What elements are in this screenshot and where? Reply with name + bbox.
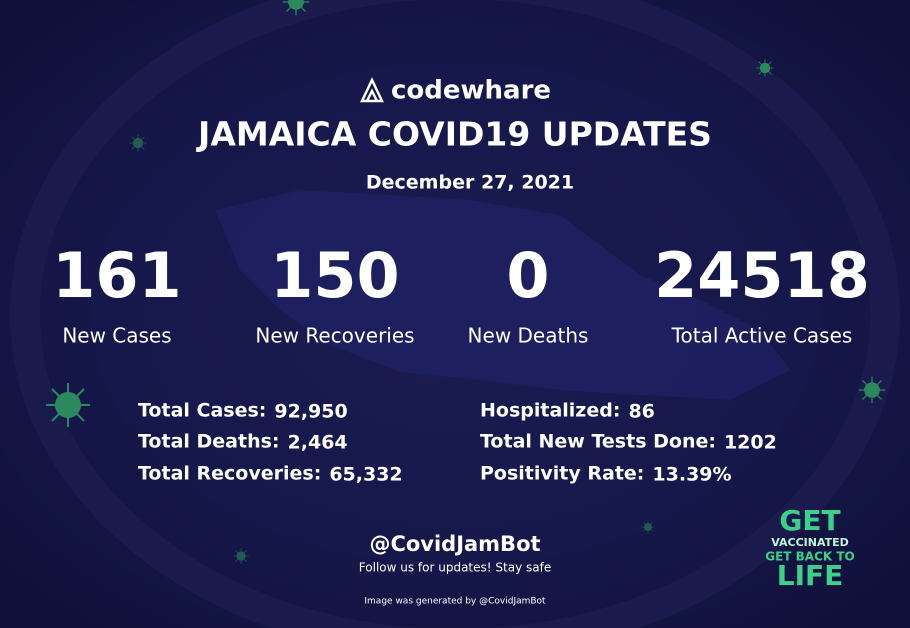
detail-label: Total Cases:	[138, 400, 266, 422]
vaccine-badge: GET VACCINATED GET BACK TO LIFE	[765, 504, 855, 592]
badge-text: GET BACK TO	[765, 550, 855, 564]
tagline: Follow us for updates! Stay safe	[359, 561, 551, 575]
virus-icon	[858, 376, 886, 404]
virus-icon	[233, 548, 249, 564]
highlight-label: Total Active Cases	[671, 324, 853, 348]
jamaica-map	[215, 190, 790, 400]
detail-value: 2,464	[288, 432, 348, 454]
detail-value: 86	[628, 401, 654, 423]
handle: @CovidJamBot	[369, 532, 540, 556]
virus-icon	[641, 520, 655, 534]
detail-value: 1202	[724, 432, 777, 454]
virus-icon	[756, 59, 774, 77]
detail-label: Total Deaths:	[138, 431, 280, 453]
badge-text: GET	[779, 504, 840, 537]
brand-name: codewhare	[391, 76, 551, 106]
title: JAMAICA COVID19 UPDATES	[196, 115, 712, 154]
highlight-value: 150	[270, 239, 399, 312]
highlight-value: 161	[52, 239, 181, 312]
badge-text: LIFE	[777, 559, 844, 592]
highlight-label: New Cases	[62, 324, 171, 348]
highlights: 161 New Cases 150 New Recoveries 0 New Deaths…	[52, 239, 870, 347]
detail-label: Hospitalized:	[480, 400, 620, 422]
badge-text: VACCINATED	[771, 536, 849, 549]
virus-icon	[46, 383, 90, 427]
details: Total Cases: 92,950 Total Deaths: 2,464 Tota…	[138, 400, 777, 486]
detail-label: Positivity Rate:	[480, 463, 644, 485]
date: December 27, 2021	[366, 172, 574, 194]
credit: Image was generated by @CovidJamBot	[364, 597, 546, 607]
detail-value: 13.39%	[652, 464, 731, 486]
detail-label: Total New Tests Done:	[480, 431, 716, 453]
virus-icon	[129, 134, 147, 152]
brand-logo	[360, 77, 384, 103]
highlight-label: New Recoveries	[255, 324, 414, 348]
virus-icon	[282, 0, 310, 16]
highlight-value: 0	[506, 239, 549, 312]
highlight-value: 24518	[654, 239, 870, 312]
highlight-label: New Deaths	[468, 324, 589, 348]
detail-value: 65,332	[329, 464, 402, 486]
detail-value: 92,950	[274, 401, 347, 423]
ring	[10, 0, 900, 628]
detail-label: Total Recoveries:	[138, 463, 321, 485]
